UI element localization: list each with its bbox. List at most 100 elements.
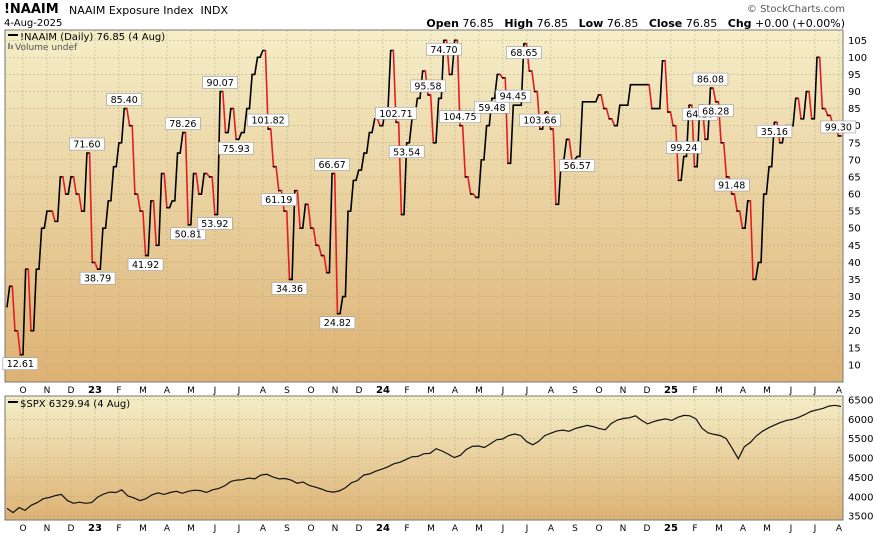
annotation-box	[756, 124, 793, 138]
line-segment-down	[72, 176, 78, 195]
line-segment-up	[158, 172, 163, 247]
stockcharts-brand[interactable]: © StockCharts.com	[746, 4, 845, 15]
annotation-label: 95.58	[414, 81, 441, 92]
x-tick-label: D	[68, 386, 75, 396]
line-segment-down	[211, 176, 216, 216]
x-tick-label: O	[595, 524, 602, 534]
x-tick-label: J	[789, 386, 793, 396]
line-segment-down	[232, 107, 237, 141]
y-tick-label: 3500	[848, 512, 873, 523]
x-tick-label: 23	[88, 523, 102, 534]
annotation-box	[495, 89, 532, 103]
line-segment-up	[595, 94, 600, 103]
line-segment-up	[328, 172, 333, 274]
line-segment-up	[110, 165, 115, 202]
line-segment-down	[611, 118, 616, 127]
line-segment-down	[195, 172, 200, 195]
x-tick-label: F	[692, 524, 697, 534]
line-segment-up	[627, 83, 632, 106]
x-tick-label: A	[452, 386, 459, 396]
line-segment-up	[365, 131, 371, 154]
annotation-box	[218, 142, 254, 155]
naaim-grid	[5, 30, 843, 382]
line-segment-up	[99, 227, 104, 271]
line-segment-down	[749, 200, 754, 281]
x-tick-label: F	[116, 386, 121, 396]
annotation-box	[692, 72, 729, 86]
line-segment-down	[88, 152, 94, 264]
annotation-box	[439, 110, 481, 123]
x-tick-label: A	[836, 524, 843, 534]
annotation-label: 61.19	[265, 195, 292, 206]
x-tick-label: A	[740, 386, 747, 396]
line-segment-up	[344, 210, 349, 298]
line-segment-down	[808, 90, 813, 120]
chg-value: +0.00 (+0.00%)	[755, 17, 845, 30]
annotation-box	[197, 217, 233, 230]
annotation-label: 59.48	[478, 103, 505, 114]
line-segment-up	[38, 227, 43, 271]
annotation-box	[713, 178, 750, 192]
annotation-label: 56.57	[564, 161, 591, 172]
x-tick-label: A	[740, 524, 747, 534]
x-tick-label: M	[475, 524, 483, 534]
annotation-label: 53.54	[393, 147, 420, 158]
x-tick-label: A	[836, 386, 843, 396]
naaim-legend: !NAAIM (Daily) 76.85 (4 Aug) Volume unde…	[8, 32, 165, 53]
line-segment-down	[275, 165, 280, 192]
x-tick-label: 25	[664, 523, 678, 534]
y-tick-label: 50	[848, 224, 861, 235]
y-tick-label: 35	[848, 275, 861, 286]
line-segment-up	[238, 131, 243, 141]
line-segment-down	[333, 172, 339, 315]
close-label: Close	[648, 17, 683, 30]
spx-line	[6, 404, 842, 514]
x-tick-label: 24	[376, 385, 390, 396]
annotation-label: 90.07	[207, 78, 234, 89]
x-tick-label: O	[19, 386, 26, 396]
y-tick-label: 6500	[848, 395, 873, 406]
annotation-box	[170, 227, 206, 241]
line-segment-up	[563, 138, 568, 161]
line-segment-down	[126, 107, 131, 127]
line-segment-down	[738, 210, 744, 230]
x-tick-label: N	[620, 524, 627, 534]
naaim-panel: 1015202530354045505560657075808590951001…	[2, 29, 867, 383]
line-segment-up	[120, 107, 126, 144]
line-segment-up	[360, 152, 365, 171]
x-tick-label: O	[595, 386, 602, 396]
line-segment-down	[664, 59, 669, 113]
line-segment-down	[296, 189, 301, 230]
line-segment-down	[467, 176, 472, 195]
x-tick-label: 23	[88, 385, 102, 396]
x-tick-label: J	[789, 524, 793, 534]
volume-icon-bar	[11, 45, 13, 49]
y-tick-label: 100	[848, 53, 867, 64]
line-segment-down	[142, 210, 147, 257]
annotation-box	[559, 159, 596, 172]
y-tick-label: 4500	[848, 473, 873, 484]
annotation-label: 102.71	[379, 109, 412, 120]
x-tick-label: A	[164, 386, 171, 396]
annotation-label: 66.67	[318, 160, 345, 171]
x-tick-label: A	[164, 524, 171, 534]
y-tick-label: 5000	[848, 454, 873, 465]
y-tick-label: 5500	[848, 434, 873, 445]
line-segment-up	[200, 172, 205, 195]
line-segment-up	[43, 210, 48, 230]
x-tick-label: F	[404, 524, 409, 534]
high-label: High	[504, 17, 534, 30]
line-segment-down	[27, 268, 32, 332]
line-segment-up	[765, 165, 770, 195]
line-segment-up	[104, 200, 110, 230]
line-segment-down	[712, 87, 717, 103]
y-tick-label: 45	[848, 241, 861, 252]
line-segment-up	[22, 268, 27, 356]
y-tick-label: 10	[848, 360, 861, 371]
line-segment-down	[131, 124, 136, 195]
annotation-label: 91.48	[718, 181, 745, 192]
y-tick-label: 65	[848, 172, 861, 183]
line-segment-up	[339, 295, 344, 315]
line-segment-down	[136, 193, 142, 212]
ohlc-readout: Open 76.85 High 76.85 Low 76.85 Close 76…	[426, 17, 845, 30]
